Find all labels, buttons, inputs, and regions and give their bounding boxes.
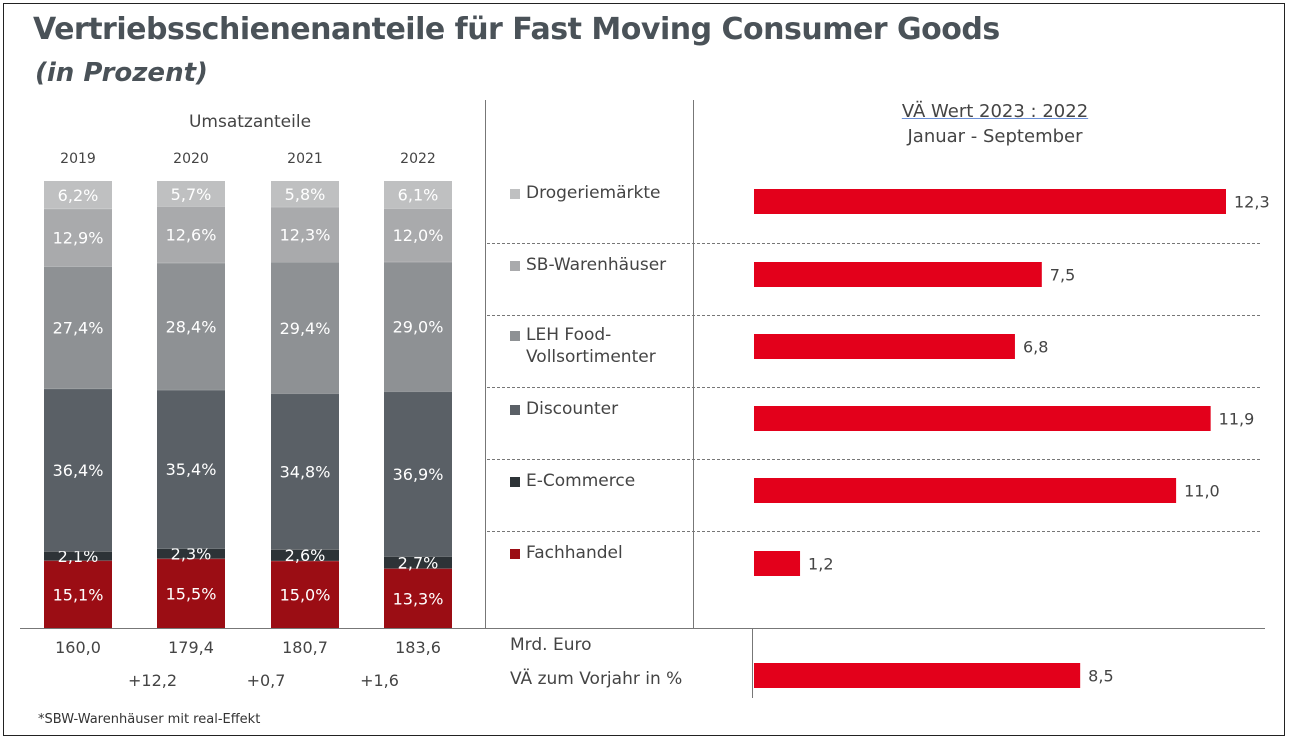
legend-swatch — [510, 549, 520, 559]
shares-heading: Umsatzanteile — [188, 112, 312, 132]
change-label: +12,2 — [128, 671, 177, 690]
bar-segment — [44, 208, 112, 267]
bar-segment — [44, 266, 112, 389]
bar-segment — [271, 549, 339, 561]
segment-label: 36,9% — [393, 465, 444, 484]
bar-segment — [44, 551, 112, 561]
bar-segment — [157, 181, 225, 207]
bar-segment — [271, 261, 339, 394]
change-row-label: VÄ zum Vorjahr in % — [510, 669, 683, 689]
bar-segment — [271, 206, 339, 262]
footnote: *SBW-Warenhäuser mit real-Effekt — [38, 712, 261, 727]
legend-label: LEH Food- Vollsortimenter — [526, 325, 656, 367]
legend-label: SB-Warenhäuser — [526, 255, 667, 275]
bar-segment — [271, 560, 339, 628]
year-label: 2020 — [173, 151, 209, 167]
row-separator — [487, 315, 1260, 316]
segment-label: 12,3% — [280, 225, 331, 244]
segment-label: 29,0% — [393, 318, 444, 337]
bar-segment — [384, 261, 452, 392]
change-label: +1,6 — [360, 671, 399, 690]
segment-label: 29,4% — [280, 319, 331, 338]
segment-label: 6,2% — [58, 186, 99, 205]
segment-label: 34,8% — [280, 462, 331, 481]
year-label: 2021 — [287, 151, 323, 167]
chart-subtitle: (in Prozent) — [35, 58, 208, 88]
segment-label: 15,5% — [166, 584, 217, 603]
bar-segment — [157, 262, 225, 390]
row-separator — [487, 531, 1260, 532]
bar-segment — [157, 548, 225, 559]
bar-segment — [384, 208, 452, 262]
legend-item: Fachhandel — [510, 543, 623, 565]
legend-item: E-Commerce — [510, 471, 636, 493]
legend-item: Discounter — [510, 399, 619, 421]
segment-label: 5,8% — [285, 185, 326, 204]
divider-bottom — [752, 628, 754, 698]
segment-label: 27,4% — [53, 318, 104, 337]
bar-segment — [384, 181, 452, 209]
row-separator — [487, 459, 1260, 460]
total-label: 160,0 — [55, 638, 101, 657]
stacked-bar-chart: 2019 15,1% 2,1% 36,4% 27,4% 12,9% 6,2% 160,0 202… — [44, 151, 452, 690]
segment-label: 5,7% — [171, 185, 212, 204]
change-heading-line2: Januar - September — [907, 126, 1083, 147]
year-label: 2019 — [60, 151, 96, 167]
year-label: 2022 — [400, 151, 436, 167]
row-separator — [487, 387, 1260, 388]
change-heading: VÄ Wert 2023 : 2022 Januar - September — [860, 101, 1130, 147]
segment-label: 12,9% — [53, 228, 104, 247]
legend-swatch — [510, 477, 520, 487]
bar-segment — [384, 556, 452, 569]
segment-label: 2,6% — [285, 546, 326, 565]
segment-label: 15,1% — [53, 585, 104, 604]
legend-swatch — [510, 189, 520, 199]
bar-segment — [271, 393, 339, 550]
segment-label: 12,6% — [166, 226, 217, 245]
divider-right — [693, 100, 695, 628]
legend-swatch — [510, 331, 520, 341]
segment-label: 2,1% — [58, 547, 99, 566]
segment-label: 2,3% — [171, 545, 212, 564]
segment-label: 28,4% — [166, 317, 217, 336]
bar-segment — [384, 391, 452, 557]
legend-label: E-Commerce — [526, 471, 636, 491]
legend-swatch — [510, 405, 520, 415]
total-label: 183,6 — [395, 638, 441, 657]
total-label: 179,4 — [168, 638, 214, 657]
segment-label: 12,0% — [393, 226, 444, 245]
row-separator — [487, 243, 1260, 244]
bar-segment — [44, 560, 112, 628]
segment-label: 15,0% — [280, 585, 331, 604]
segment-label: 6,1% — [398, 186, 439, 205]
change-label: +0,7 — [247, 671, 286, 690]
bar-segment — [384, 568, 452, 628]
legend-item: SB-Warenhäuser — [510, 255, 667, 277]
bar-segment — [44, 388, 112, 552]
legend-item: Drogeriemärkte — [510, 183, 661, 205]
chart-frame — [3, 3, 1285, 736]
legend-label: Fachhandel — [526, 543, 623, 563]
bar-segment — [271, 181, 339, 207]
baseline-rule — [20, 628, 1265, 629]
change-heading-line1: VÄ Wert 2023 : 2022 — [901, 101, 1089, 122]
segment-label: 13,3% — [393, 589, 444, 608]
segment-label: 2,7% — [398, 554, 439, 573]
legend-label: Discounter — [526, 399, 619, 419]
bar-segment — [157, 389, 225, 549]
bar-segment — [44, 181, 112, 209]
bar-segment — [157, 558, 225, 628]
chart-title: Vertriebsschienenanteile für Fast Moving… — [33, 12, 1000, 47]
legend-label: Drogeriemärkte — [526, 183, 661, 203]
segment-label: 36,4% — [53, 461, 104, 480]
divider-left — [485, 100, 487, 628]
segment-label: 35,4% — [166, 460, 217, 479]
legend-item: LEH Food- Vollsortimenter — [510, 325, 656, 368]
bar-segment — [157, 206, 225, 263]
total-unit-label: Mrd. Euro — [510, 635, 592, 655]
total-label: 180,7 — [282, 638, 328, 657]
legend-swatch — [510, 261, 520, 271]
